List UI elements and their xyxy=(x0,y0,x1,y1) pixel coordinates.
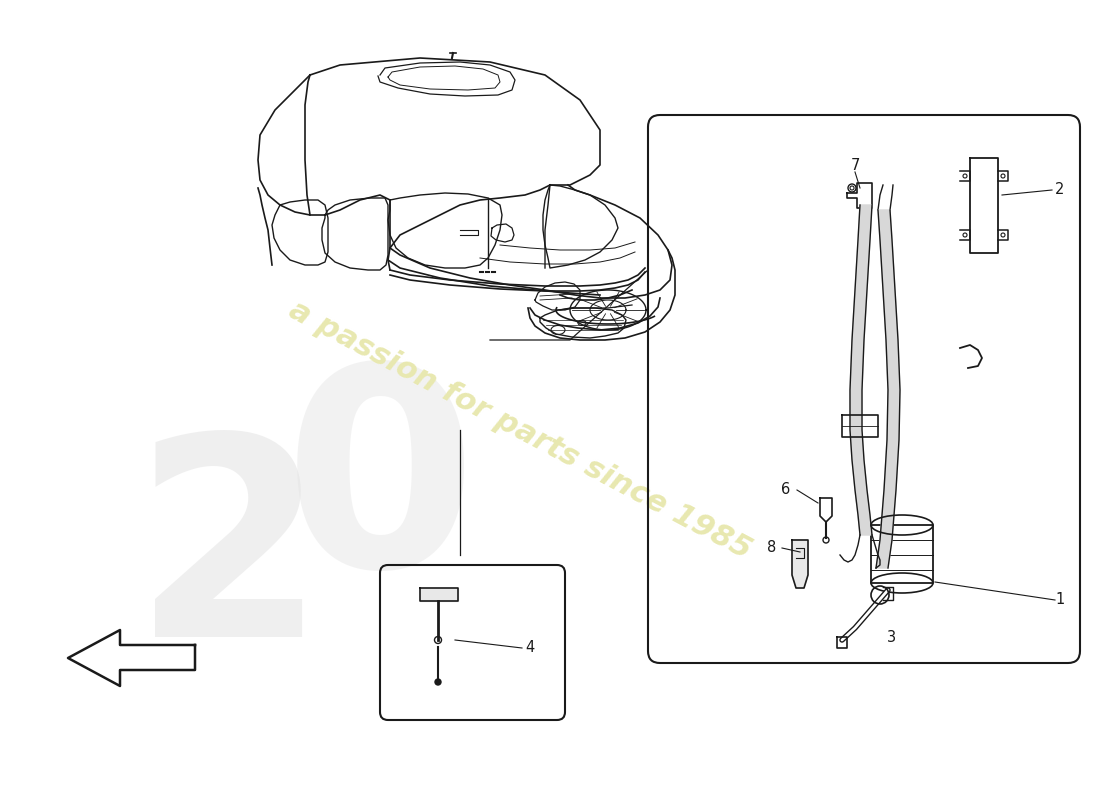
Polygon shape xyxy=(792,540,808,588)
Text: 2: 2 xyxy=(1055,182,1065,198)
Text: 7: 7 xyxy=(850,158,860,173)
Polygon shape xyxy=(68,630,195,686)
Polygon shape xyxy=(420,588,458,601)
Polygon shape xyxy=(850,205,872,535)
Text: 2: 2 xyxy=(133,425,327,695)
Ellipse shape xyxy=(434,679,441,685)
Text: 4: 4 xyxy=(526,641,535,655)
Text: 0: 0 xyxy=(284,355,476,625)
Polygon shape xyxy=(876,210,900,568)
Text: 6: 6 xyxy=(781,482,791,498)
Text: 3: 3 xyxy=(888,630,896,646)
Text: a passion for parts since 1985: a passion for parts since 1985 xyxy=(284,295,756,565)
Text: 1: 1 xyxy=(1055,593,1065,607)
Text: 8: 8 xyxy=(768,541,777,555)
